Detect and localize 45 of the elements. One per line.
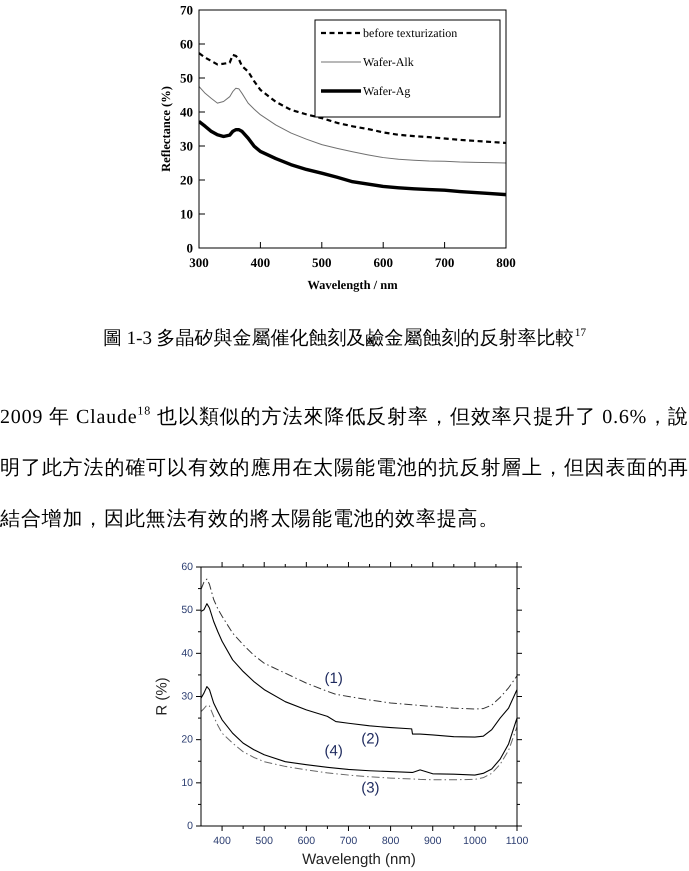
x-axis-title: Wavelength / nm [307, 278, 398, 292]
x-tick-label: 400 [250, 255, 270, 270]
x-tick-label: 400 [213, 835, 231, 847]
x-tick-label: 600 [373, 255, 393, 270]
y-tick-label: 0 [187, 820, 194, 832]
series-label: (2) [361, 730, 380, 748]
y-tick-label: 10 [180, 206, 193, 222]
x-tick-label: 800 [496, 255, 516, 270]
y-tick-label: 20 [181, 734, 194, 746]
y-axis-title: R (%) [154, 677, 170, 716]
x-tick-label: 700 [434, 255, 454, 270]
x-tick-label: 800 [382, 835, 400, 847]
y-axis-title: Reflectance (%) [159, 86, 173, 172]
y-tick-label: 40 [180, 104, 193, 120]
y-tick-label: 70 [180, 2, 193, 18]
y-tick-label: 0 [186, 240, 193, 256]
x-tick-label: 500 [312, 255, 332, 270]
y-tick-label: 40 [181, 647, 194, 660]
series-label: (1) [324, 670, 343, 688]
y-tick-label: 50 [180, 70, 193, 86]
y-tick-label: 10 [181, 776, 194, 789]
y-tick-label: 60 [181, 561, 194, 573]
legend-label: before texturization [363, 26, 458, 40]
line-series [201, 704, 517, 780]
y-tick-label: 20 [180, 172, 193, 188]
line-series [201, 578, 517, 710]
legend-label: Wafer-Alk [363, 55, 414, 69]
x-tick-label: 1000 [463, 835, 487, 847]
x-tick-label: 300 [189, 255, 209, 270]
y-tick-label: 60 [180, 36, 193, 52]
text: 2009 年 Claude$^{18}$ 也以類似的方法來降低反射率，但效率只提升了 0.6%，說明了此方法的確可以有效的應用在太陽能電池的抗反射層上，但因表面的再結合增加，因此無法有效的將太陽能電池的效率提高。 [0, 404, 689, 530]
y-tick-label: 30 [180, 138, 193, 154]
x-axis-title: Wavelength (nm) [302, 851, 416, 868]
series-label: (3) [361, 779, 380, 796]
line-series [199, 86, 506, 164]
legend-label: Wafer-Ag [363, 84, 410, 98]
caption: 圖 1-3 多晶矽與金屬催化蝕刻及鹼金屬蝕刻的反射率比較$^{17}$ [102, 326, 588, 351]
series-label: (4) [324, 742, 343, 760]
x-tick-label: 1100 [506, 835, 528, 847]
x-tick-label: 700 [340, 835, 358, 847]
y-tick-label: 30 [181, 690, 194, 702]
x-tick-label: 600 [298, 835, 316, 847]
x-tick-label: 500 [255, 835, 274, 847]
x-tick-label: 900 [424, 835, 442, 847]
y-tick-label: 50 [181, 604, 194, 616]
